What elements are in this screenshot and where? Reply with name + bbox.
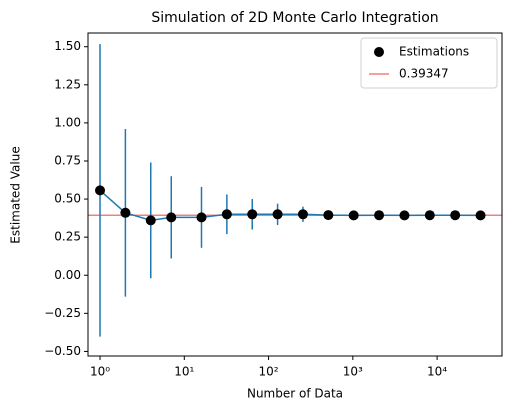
point (247, 209, 258, 220)
y-tick-label: 1.50 (54, 39, 81, 53)
y-tick-label: 0.50 (54, 192, 81, 206)
y-tick-label: 1.25 (54, 77, 81, 91)
point (399, 210, 410, 221)
point (475, 210, 486, 221)
y-tick-label: −0.25 (44, 306, 81, 320)
legend-label: 0.39347 (399, 67, 449, 81)
point (450, 210, 461, 221)
legend-box (360, 37, 498, 89)
legend-marker (374, 47, 384, 57)
y-axis-label: Estimated Value (9, 146, 23, 243)
y-tick-label: 0.00 (54, 268, 81, 282)
x-tick-label: 10² (259, 365, 279, 379)
plot-frame (87, 32, 503, 357)
point (221, 209, 232, 220)
x-axis-label: Number of Data (247, 387, 343, 401)
series-line (99, 189, 481, 222)
x-tick-label: 10³ (343, 365, 363, 379)
chart-title: Simulation of 2D Monte Carlo Integration (151, 10, 438, 26)
y-tick-label: −0.50 (44, 344, 81, 358)
point (120, 207, 131, 218)
point (348, 210, 359, 221)
point (145, 215, 156, 226)
point (297, 209, 308, 220)
point (323, 210, 334, 221)
y-tick-label: 0.25 (54, 230, 81, 244)
x-tick-label: 10⁰ (90, 365, 110, 379)
point (95, 185, 106, 196)
point (374, 210, 385, 221)
x-tick-label: 10¹ (174, 365, 194, 379)
y-tick-label: 0.75 (54, 153, 81, 167)
y-tick-label: 1.00 (54, 115, 81, 129)
legend-label: Estimations (399, 45, 469, 59)
point (424, 210, 435, 221)
point (272, 209, 283, 220)
point (166, 212, 177, 223)
point (196, 212, 207, 223)
x-tick-label: 10⁴ (427, 365, 447, 379)
